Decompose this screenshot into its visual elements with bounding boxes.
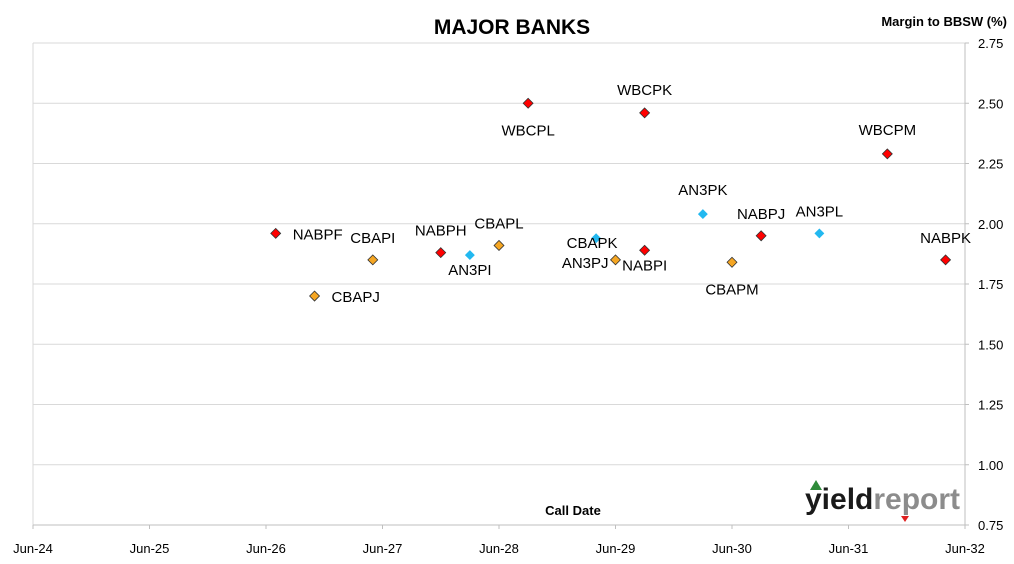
x-tick-label: Jun-29 [596, 541, 636, 556]
y-tick-label: 2.75 [978, 36, 1003, 51]
x-tick-label: Jun-31 [829, 541, 869, 556]
x-tick-label: Jun-24 [13, 541, 53, 556]
y-tick-label: 1.00 [978, 458, 1003, 473]
point-label-nabpi: NABPI [622, 257, 667, 274]
point-label-cbapj: CBAPJ [332, 289, 380, 306]
gridlines [32, 42, 966, 526]
down-arrow-icon [901, 516, 909, 522]
y-tick-label: 1.25 [978, 398, 1003, 413]
logo-text: yieldreport [805, 483, 960, 516]
x-tick-label: Jun-28 [479, 541, 519, 556]
data-point-cbapl [493, 239, 505, 251]
point-label-wbcpm: WBCPM [859, 122, 917, 139]
data-point-wbcpk [639, 107, 651, 119]
point-label-wbcpk: WBCPK [617, 82, 672, 99]
x-tick-label: Jun-32 [945, 541, 985, 556]
y-axis-title: Margin to BBSW (%) [881, 14, 1007, 29]
data-point-nabpi [639, 244, 651, 256]
y-tick-label: 0.75 [978, 518, 1003, 533]
x-tick-label: Jun-30 [712, 541, 752, 556]
data-point-nabph [435, 247, 447, 259]
point-label-cbapk: CBAPK [567, 235, 618, 252]
data-point-an3pl [814, 228, 825, 239]
data-points: NABPF CBAPJ CBAPI NABPH AN3PI CBAPL WBCPL CBAPK… [270, 82, 971, 306]
y-tick-label: 1.50 [978, 337, 1003, 352]
y-tick-label: 2.50 [978, 96, 1003, 111]
x-tick-label: Jun-27 [363, 541, 403, 556]
y-axis-ticks: 0.75 1.00 1.25 1.50 1.75 2.00 2.25 2.50 2.75 [965, 36, 1003, 533]
point-label-an3pl: AN3PL [796, 203, 844, 220]
point-label-nabpf: NABPF [293, 226, 343, 243]
chart-title: MAJOR BANKS [434, 16, 590, 39]
x-axis-title: Call Date [545, 503, 601, 518]
point-label-cbapm: CBAPM [705, 281, 758, 298]
data-point-nabpk [940, 254, 952, 266]
data-point-cbapi [367, 254, 379, 266]
point-label-nabph: NABPH [415, 223, 467, 240]
data-point-wbcpm [881, 148, 893, 160]
y-tick-label: 2.00 [978, 217, 1003, 232]
point-label-nabpk: NABPK [920, 230, 971, 247]
data-point-cbapk [591, 233, 602, 244]
data-point-cbapm [726, 256, 738, 268]
data-point-wbcpl [522, 97, 534, 109]
x-tick-label: Jun-25 [130, 541, 170, 556]
x-axis-ticks: Jun-24 Jun-25 Jun-26 Jun-27 Jun-28 Jun-29 Jun-… [13, 525, 985, 556]
data-point-nabpf [270, 227, 282, 239]
data-point-cbapj [309, 290, 321, 302]
up-arrow-icon [810, 480, 822, 490]
yieldreport-logo: yieldreport [805, 480, 960, 522]
data-point-nabpj [755, 230, 767, 242]
point-label-cbapl: CBAPL [474, 215, 523, 232]
data-point-an3pk [697, 209, 708, 220]
point-label-an3pj: AN3PJ [562, 255, 609, 272]
point-label-nabpj: NABPJ [737, 206, 785, 223]
data-point-an3pj [609, 254, 622, 266]
y-tick-label: 1.75 [978, 277, 1003, 292]
point-label-cbapi: CBAPI [350, 230, 395, 247]
point-label-wbcpl: WBCPL [501, 122, 554, 139]
data-point-an3pi [464, 250, 475, 261]
x-tick-label: Jun-26 [246, 541, 286, 556]
point-label-an3pk: AN3PK [678, 182, 727, 199]
y-tick-label: 2.25 [978, 157, 1003, 172]
point-label-an3pi: AN3PI [448, 262, 491, 279]
